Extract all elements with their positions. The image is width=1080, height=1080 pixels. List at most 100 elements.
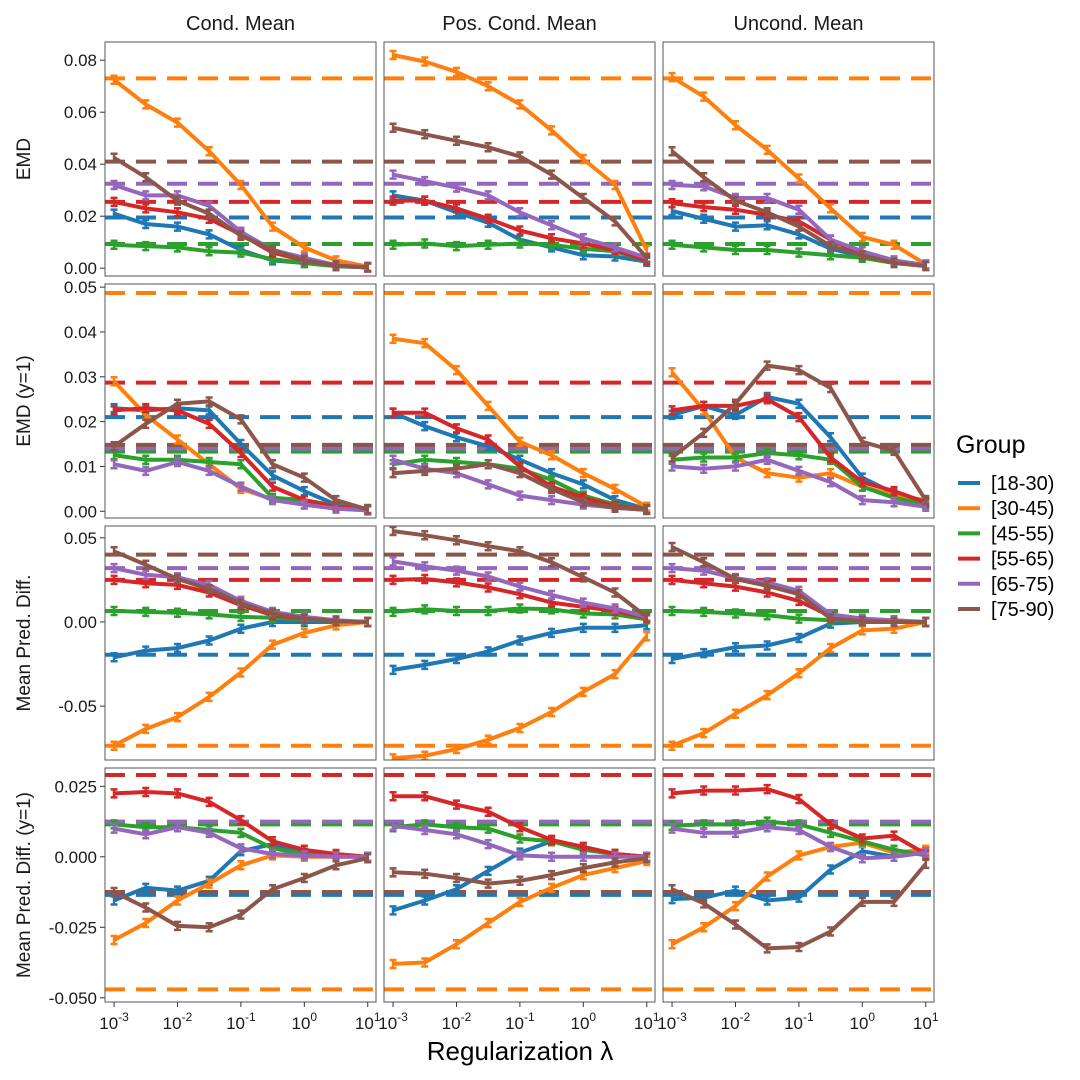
- error-bar: [484, 917, 492, 929]
- legend-label: [45-55): [991, 523, 1054, 545]
- error-bar: [421, 957, 429, 968]
- error-bar: [484, 80, 492, 92]
- error-bar: [611, 622, 619, 634]
- y-tick-label: 0.08: [64, 51, 97, 70]
- error-bar: [579, 479, 587, 490]
- error-bar: [484, 239, 492, 251]
- x-tick-label: 10-2: [163, 1010, 193, 1033]
- error-bar: [858, 615, 866, 627]
- error-bar: [668, 541, 676, 553]
- error-bar: [142, 99, 150, 110]
- error-bar: [668, 938, 676, 950]
- error-bar: [452, 463, 460, 474]
- error-bar: [421, 659, 429, 671]
- y-tick-label: 0.00: [64, 259, 97, 278]
- error-bar: [731, 398, 739, 409]
- x-tick-label: 10-1: [226, 1010, 256, 1033]
- error-bar: [110, 441, 118, 452]
- error-bar: [484, 213, 492, 225]
- error-bar: [421, 465, 429, 477]
- error-bar: [516, 850, 524, 861]
- facet-panel: [383, 767, 656, 1003]
- error-bar: [922, 616, 930, 628]
- error-bar: [643, 504, 651, 516]
- error-bar: [700, 647, 708, 659]
- error-bar: [700, 556, 708, 568]
- error-bar: [763, 454, 771, 465]
- error-bar: [452, 872, 460, 884]
- error-bar: [110, 934, 118, 946]
- error-bar: [300, 627, 308, 639]
- error-bar: [452, 565, 460, 576]
- error-bar: [205, 922, 213, 933]
- error-bar: [611, 587, 619, 598]
- error-bar: [731, 919, 739, 930]
- error-bar: [548, 627, 556, 639]
- error-bar: [700, 827, 708, 839]
- row-axis-label: EMD (y=1): [14, 355, 35, 446]
- panel-background: [663, 768, 934, 1002]
- error-bar: [205, 465, 213, 477]
- error-bar: [763, 244, 771, 256]
- error-bar: [763, 467, 771, 479]
- error-bar: [890, 830, 898, 841]
- error-bar: [421, 420, 429, 432]
- error-bar: [700, 463, 708, 474]
- error-bar: [516, 151, 524, 162]
- error-bar: [579, 192, 587, 204]
- error-bar: [110, 239, 118, 251]
- error-bar: [173, 788, 181, 799]
- error-bar: [484, 458, 492, 470]
- x-tick-label: 101: [634, 1010, 660, 1033]
- error-bar: [668, 197, 676, 209]
- error-bar: [516, 546, 524, 557]
- error-bar: [142, 786, 150, 798]
- legend-label: [65-75): [991, 574, 1054, 596]
- error-bar: [142, 902, 150, 913]
- error-bar: [763, 895, 771, 906]
- error-bar: [421, 895, 429, 906]
- error-bar: [611, 483, 619, 495]
- error-bar: [668, 788, 676, 799]
- error-bar: [142, 917, 150, 929]
- error-bar: [700, 427, 708, 439]
- error-bar: [484, 540, 492, 552]
- error-bar: [452, 240, 460, 252]
- error-bar: [579, 233, 587, 244]
- error-bar: [237, 667, 245, 678]
- facet-panels: [104, 41, 935, 1003]
- error-bar: [452, 203, 460, 214]
- error-bar: [173, 895, 181, 906]
- y-tick-label: 0.025: [54, 777, 97, 796]
- error-bar: [858, 249, 866, 261]
- error-bar: [173, 711, 181, 723]
- facet-panel: [383, 283, 656, 519]
- error-bar: [269, 481, 277, 492]
- error-bar: [890, 257, 898, 269]
- error-bar: [668, 605, 676, 617]
- error-bar: [668, 71, 676, 83]
- facet-panel: [104, 283, 377, 519]
- error-bar: [389, 49, 397, 61]
- x-tick-label: 101: [355, 1010, 381, 1033]
- error-bar: [389, 790, 397, 802]
- error-bar: [421, 790, 429, 802]
- error-bar: [110, 179, 118, 191]
- error-bar: [237, 611, 245, 623]
- error-bar: [731, 608, 739, 619]
- error-bar: [484, 838, 492, 850]
- error-bar: [827, 476, 835, 488]
- error-bar: [700, 452, 708, 463]
- error-bar: [548, 834, 556, 846]
- error-bar: [484, 571, 492, 582]
- error-bar: [516, 99, 524, 110]
- error-bar: [421, 573, 429, 585]
- error-bar: [643, 631, 651, 642]
- error-bar: [611, 857, 619, 868]
- column-title: Cond. Mean: [186, 13, 295, 35]
- error-bar: [668, 562, 676, 574]
- error-bar: [890, 616, 898, 628]
- error-bar: [763, 393, 771, 405]
- error-bar: [763, 821, 771, 833]
- error-bar: [763, 360, 771, 371]
